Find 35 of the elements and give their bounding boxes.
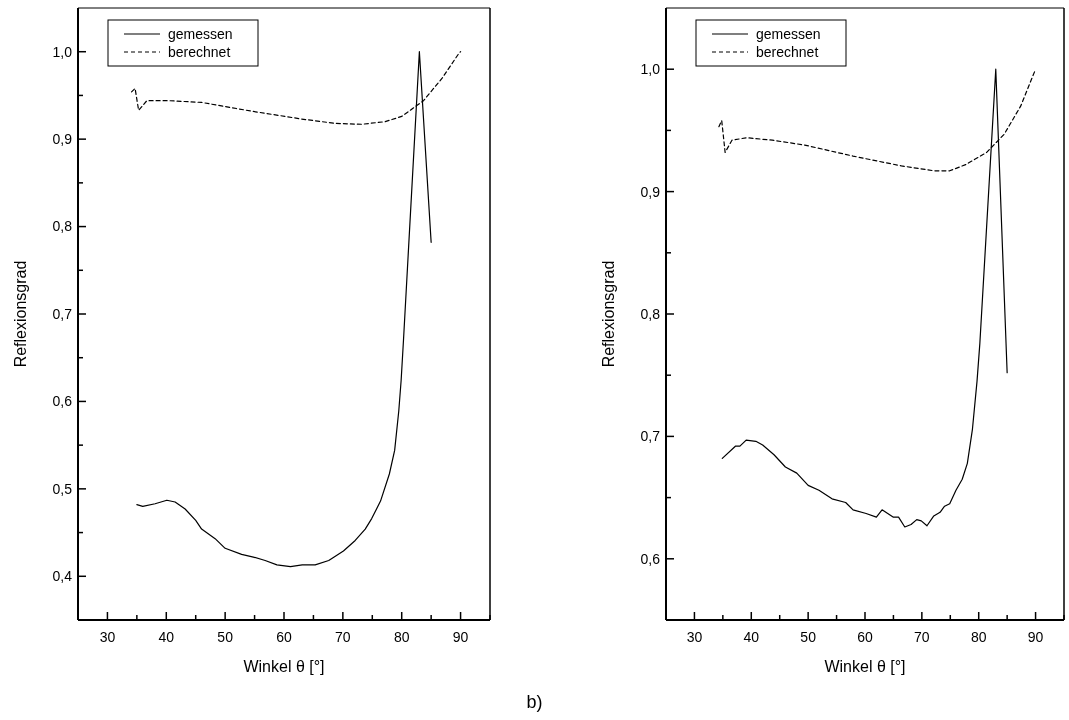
x-axis-title: Winkel θ [°] bbox=[243, 658, 325, 675]
y-axis-title: Reflexionsgrad bbox=[600, 260, 617, 368]
y-tick-label: 0,7 bbox=[640, 428, 661, 445]
x-tick-label: 40 bbox=[158, 629, 175, 645]
y-axis-title: Reflexionsgrad bbox=[12, 260, 29, 368]
y-tick-label: 0,5 bbox=[52, 480, 73, 497]
x-tick-label: 40 bbox=[743, 629, 760, 645]
y-tick-label: 0,7 bbox=[52, 305, 73, 322]
y-tick-label: 0,9 bbox=[640, 183, 661, 200]
x-tick-label: 50 bbox=[800, 629, 817, 645]
y-tick-label: 0,8 bbox=[52, 218, 73, 235]
y-tick-label: 0,8 bbox=[640, 305, 661, 322]
y-tick-label: 0,6 bbox=[52, 393, 73, 410]
x-tick-label: 60 bbox=[276, 629, 292, 645]
text: b) bbox=[526, 692, 543, 712]
legend-label: berechnet bbox=[756, 43, 819, 60]
y-tick-label: 0,6 bbox=[640, 550, 661, 567]
x-tick-label: 90 bbox=[1027, 629, 1044, 645]
x-tick-label: 80 bbox=[970, 629, 987, 645]
x-tick-label: 30 bbox=[686, 629, 703, 645]
y-tick-label: 0,4 bbox=[52, 568, 73, 585]
legend-label: berechnet bbox=[168, 43, 231, 60]
legend-label: gemessen bbox=[168, 25, 233, 42]
y-tick-label: 1,0 bbox=[52, 43, 73, 60]
x-tick-label: 50 bbox=[217, 629, 234, 645]
y-tick-label: 1,0 bbox=[640, 61, 661, 78]
x-tick-label: 60 bbox=[857, 629, 873, 645]
x-axis-title: Winkel θ [°] bbox=[824, 658, 906, 675]
x-tick-label: 30 bbox=[99, 629, 116, 645]
x-tick-label: 80 bbox=[393, 629, 410, 645]
x-tick-label: 70 bbox=[914, 629, 930, 645]
x-tick-label: 90 bbox=[452, 629, 469, 645]
legend-label: gemessen bbox=[756, 25, 821, 42]
y-tick-label: 0,9 bbox=[52, 131, 73, 148]
x-tick-label: 70 bbox=[335, 629, 351, 645]
